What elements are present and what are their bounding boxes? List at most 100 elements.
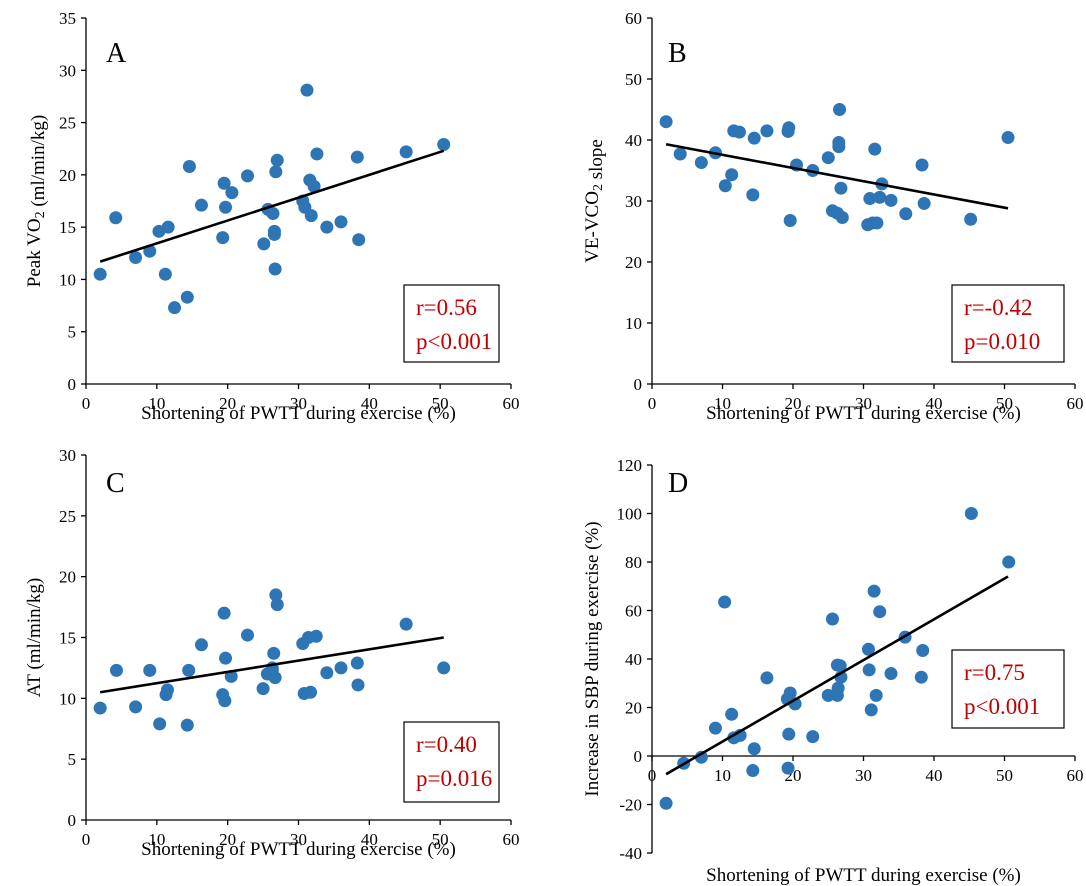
data-point [873,605,887,619]
y-tick-label: 20 [625,253,642,272]
y-tick-label: 30 [59,61,76,80]
data-point [307,179,321,193]
stat-r-value: r=0.75 [964,660,1025,685]
panel-letter: C [106,468,125,499]
y-tick-label: 0 [634,747,643,766]
data-point [304,209,318,223]
data-point [304,685,318,699]
data-point [718,595,732,609]
data-point [673,147,687,161]
data-point [334,661,348,675]
data-point [914,670,928,684]
panel-c: 0 5 10 15 20 25 30 0 10 20 30 40 50 60 Shortening of P… [24,446,520,860]
data-point [863,192,877,206]
data-point [746,188,760,202]
data-point [300,83,314,97]
x-tick-label: 20 [219,394,236,413]
data-point [725,168,739,182]
data-point [334,215,348,229]
data-point [747,131,761,145]
x-axis-title: Shortening of PWTT during exercise (%) [706,865,1021,886]
data-point [93,267,107,281]
data-point [899,207,913,221]
data-point [350,656,364,670]
x-tick-label: 0 [82,830,91,849]
x-tick-label: 50 [996,394,1013,413]
stat-p-value: p=0.016 [416,766,492,791]
x-tick-label: 20 [219,830,236,849]
data-point [831,681,845,695]
stats-box [403,721,500,803]
data-point [694,750,708,764]
data-point [399,617,413,631]
panel-letter: A [106,38,127,69]
data-point [833,103,847,116]
y-tick-label: -40 [619,844,642,863]
x-tick-label: 10 [714,766,731,785]
data-point [351,678,365,692]
x-tick-label: 0 [82,394,91,413]
y-tick-label: 10 [59,689,76,708]
stats-box [951,284,1065,363]
y-tick-label: 25 [59,114,76,133]
data-point [257,237,271,251]
data-point [256,682,270,696]
data-point [267,646,281,660]
y-tick-label: 5 [68,750,77,769]
data-point [161,220,175,234]
x-axis-title: Shortening of PWTT during exercise (%) [706,403,1021,424]
stat-r-value: r=0.56 [416,295,477,320]
y-tick-label: 15 [59,218,76,237]
data-point [747,742,761,756]
data-point [821,151,835,165]
data-point [129,700,143,714]
data-point [873,190,887,204]
data-point [806,730,820,744]
data-point [783,686,797,700]
data-point [821,688,835,702]
panel-b: 0 10 20 30 40 50 60 0 10 20 30 40 50 60 Shortening of … [582,9,1084,424]
data-point [834,181,848,195]
data-point [267,224,281,238]
data-point [708,721,722,735]
x-tick-label: 10 [148,830,165,849]
data-point [194,198,208,212]
data-point [352,233,366,247]
y-tick-label: -20 [619,796,642,815]
data-point [437,661,451,675]
x-tick-label: 60 [1067,766,1084,785]
data-point [782,121,796,135]
stat-p-value: p=0.010 [964,329,1040,354]
y-tick-label: 10 [625,314,642,333]
data-point [217,606,231,620]
data-point [268,262,282,276]
data-point [266,207,280,221]
data-point [760,124,774,138]
y-tick-label: 80 [625,553,642,572]
y-tick-label: 40 [625,650,642,669]
regression-line [99,149,445,263]
data-point [835,210,849,224]
data-point [310,147,324,161]
x-tick-label: 30 [855,394,872,413]
data-point [782,727,796,741]
data-point [884,193,898,207]
data-point [884,667,898,681]
data-point [225,186,239,200]
data-point [869,688,883,702]
y-tick-label: 100 [617,505,643,524]
data-point [93,701,107,715]
y-tick-label: 40 [625,131,642,150]
x-tick-label: 20 [785,394,802,413]
data-point [182,159,196,173]
data-point [1001,131,1015,145]
data-point [160,683,174,697]
x-axis-title: Shortening of PWTT during exercise (%) [141,839,456,860]
data-point [964,507,978,520]
data-point [241,628,254,642]
x-tick-label: 40 [926,766,943,785]
data-point [659,115,673,129]
data-point [269,588,283,602]
data-point [833,659,847,673]
data-point [437,138,451,152]
